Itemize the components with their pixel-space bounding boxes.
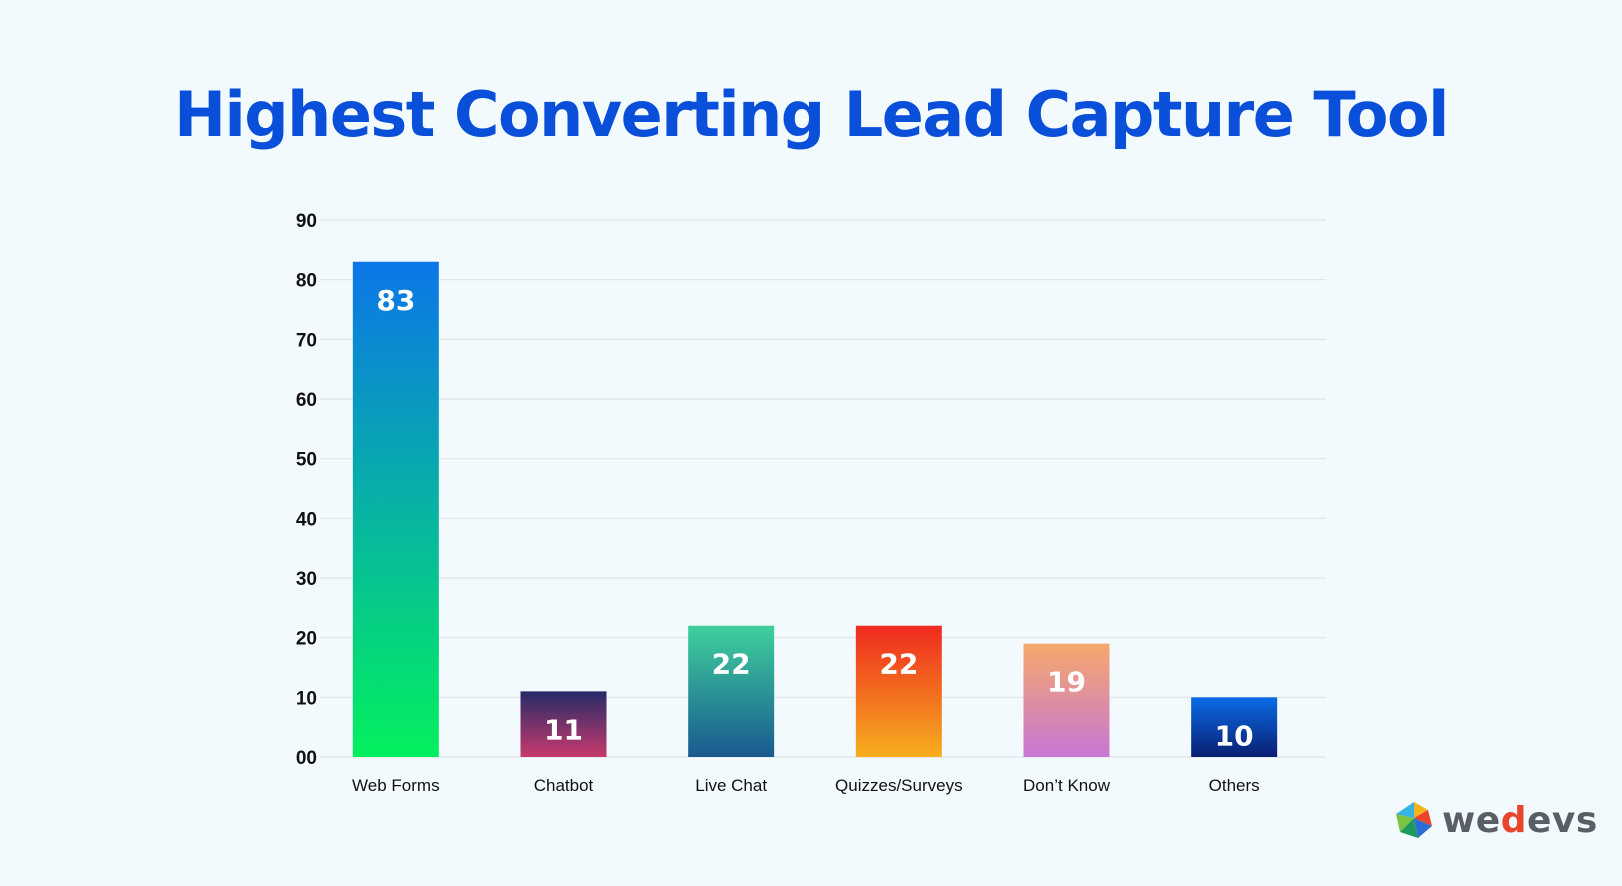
- y-tick-label: 50: [296, 450, 317, 471]
- y-tick-label: 60: [296, 390, 317, 411]
- bar-value-labels: 83 11 22 22 19 10: [376, 284, 1253, 753]
- y-tick-label: 70: [296, 330, 317, 351]
- grid-lines: [320, 219, 1326, 758]
- wedevs-logo-icon: [1396, 802, 1432, 838]
- bar-quizzes-surveys: [855, 625, 942, 757]
- bar-value-label: 83: [376, 284, 415, 317]
- bar-value-label: 22: [879, 648, 918, 681]
- bar-chatbot: [520, 691, 607, 757]
- chart-title: Highest Converting Lead Capture Tool: [174, 78, 1449, 151]
- y-tick-label: 00: [296, 748, 317, 769]
- bar-value-label: 19: [1047, 666, 1086, 699]
- bar-live-chat: [688, 625, 775, 757]
- x-tick-label: Live Chat: [695, 776, 767, 795]
- x-tick-label: Chatbot: [534, 776, 594, 795]
- wedevs-logo-wordmark: wedevs: [1442, 800, 1598, 841]
- x-tick-label: Others: [1209, 776, 1260, 795]
- y-tick-label: 90: [296, 211, 317, 232]
- logo-text-accent: d: [1500, 800, 1527, 841]
- y-tick-label: 20: [296, 629, 317, 650]
- y-tick-label: 30: [296, 569, 317, 590]
- wedevs-logo: wedevs: [1392, 798, 1597, 848]
- bar-value-label: 22: [712, 648, 751, 681]
- bars: [352, 261, 1278, 757]
- x-tick-label: Quizzes/Surveys: [835, 776, 963, 795]
- y-tick-label: 80: [296, 271, 317, 292]
- x-tick-label: Web Forms: [352, 776, 440, 795]
- bar-others: [1191, 697, 1278, 757]
- bar-value-label: 11: [544, 713, 583, 746]
- y-tick-label: 40: [296, 509, 317, 530]
- bar-value-label: 10: [1215, 719, 1254, 752]
- y-tick-label: 10: [296, 688, 317, 709]
- logo-text-before: we: [1442, 800, 1501, 841]
- y-axis-tick-labels: 00 10 20 30 40 50 60 70 80 90: [296, 211, 317, 769]
- x-axis-category-labels: Web Forms Chatbot Live Chat Quizzes/Surveys…: [352, 776, 1260, 795]
- bar-don-t-know: [1023, 643, 1110, 757]
- bar-web-forms: [352, 261, 439, 757]
- x-tick-label: Don’t Know: [1023, 776, 1111, 795]
- logo-text-after: evs: [1526, 800, 1598, 841]
